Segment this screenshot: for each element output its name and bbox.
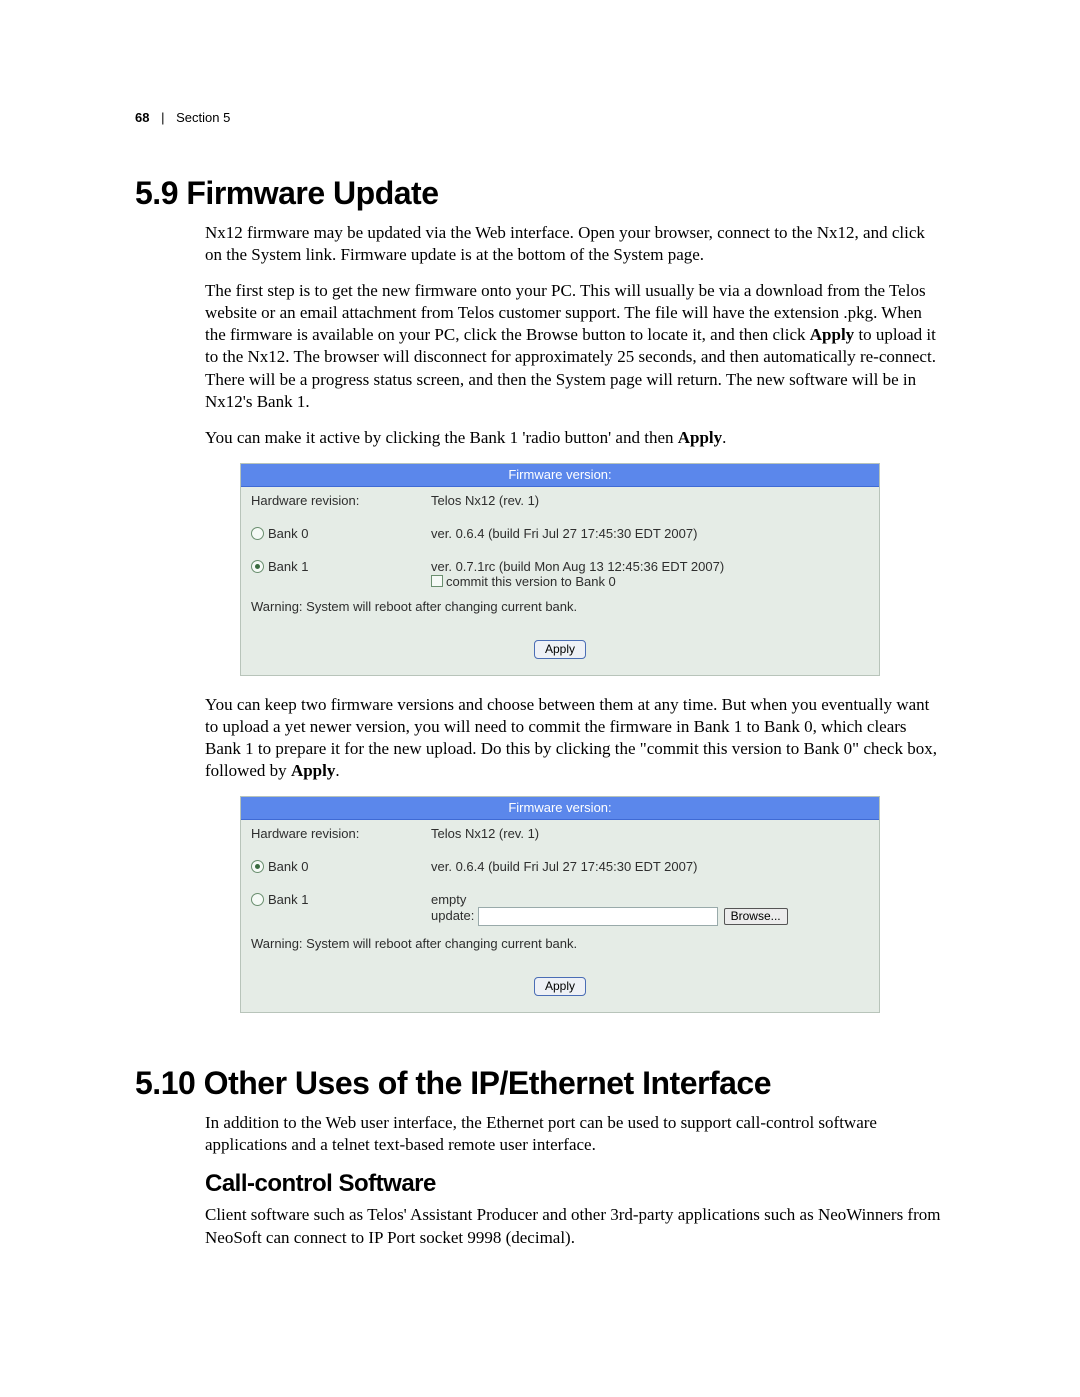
- hw-label-2: Hardware revision:: [251, 826, 431, 841]
- para-5-9-4c: .: [335, 761, 339, 780]
- bank1-radio-2[interactable]: [251, 893, 264, 906]
- bank1-label-2: Bank 1: [268, 892, 308, 907]
- heading-5-10: 5.10 Other Uses of the IP/Ethernet Inter…: [135, 1065, 945, 1102]
- update-row-2: update: Browse...: [431, 907, 869, 926]
- bank1-row-1: Bank 1 ver. 0.7.1rc (build Mon Aug 13 12…: [241, 553, 879, 595]
- bank1-row-2: Bank 1 empty update: Browse...: [241, 886, 879, 932]
- bank0-row-1: Bank 0 ver. 0.6.4 (build Fri Jul 27 17:4…: [241, 514, 879, 553]
- bank1-label-1: Bank 1: [268, 559, 308, 574]
- subheading-call-control: Call-control Software: [205, 1170, 945, 1198]
- apply-button-2[interactable]: Apply: [534, 977, 586, 996]
- para-5-9-2: The first step is to get the new firmwar…: [205, 280, 945, 413]
- firmware-title-1: Firmware version:: [241, 464, 879, 487]
- para-5-9-3a: You can make it active by clicking the B…: [205, 428, 678, 447]
- warning-1: Warning: System will reboot after changi…: [241, 595, 879, 624]
- hw-row-1: Hardware revision: Telos Nx12 (rev. 1): [241, 487, 879, 514]
- file-path-input[interactable]: [478, 907, 718, 926]
- heading-5-9: 5.9 Firmware Update: [135, 175, 945, 212]
- page-header: 68 | Section 5: [135, 110, 945, 125]
- hw-row-2: Hardware revision: Telos Nx12 (rev. 1): [241, 820, 879, 847]
- bank0-radio-2[interactable]: [251, 860, 264, 873]
- apply-bold-2: Apply: [678, 428, 722, 447]
- hw-value-2: Telos Nx12 (rev. 1): [431, 826, 869, 841]
- browse-button[interactable]: Browse...: [724, 908, 788, 925]
- hw-value-1: Telos Nx12 (rev. 1): [431, 493, 869, 508]
- apply-bold-3: Apply: [291, 761, 335, 780]
- bank0-radio-1[interactable]: [251, 527, 264, 540]
- section-label: Section 5: [176, 110, 230, 125]
- bank1-radio-1[interactable]: [251, 560, 264, 573]
- para-5-9-4: You can keep two firmware versions and c…: [205, 694, 945, 782]
- commit-checkbox-1[interactable]: [431, 575, 443, 587]
- header-divider: |: [161, 110, 164, 125]
- firmware-title-2: Firmware version:: [241, 797, 879, 820]
- apply-bold-1: Apply: [810, 325, 854, 344]
- bank0-label-1: Bank 0: [268, 526, 308, 541]
- apply-row-1: Apply: [241, 624, 879, 675]
- firmware-panel-2: Firmware version: Hardware revision: Tel…: [240, 796, 880, 1013]
- para-5-9-1: Nx12 firmware may be updated via the Web…: [205, 222, 945, 266]
- para-5-10-2: Client software such as Telos' Assistant…: [205, 1204, 945, 1248]
- bank0-value-1: ver. 0.6.4 (build Fri Jul 27 17:45:30 ED…: [431, 526, 869, 541]
- apply-button-1[interactable]: Apply: [534, 640, 586, 659]
- bank1-empty-2: empty: [431, 892, 869, 907]
- commit-row-1: commit this version to Bank 0: [431, 574, 869, 589]
- bank0-value-2: ver. 0.6.4 (build Fri Jul 27 17:45:30 ED…: [431, 859, 869, 874]
- bank0-row-2: Bank 0 ver. 0.6.4 (build Fri Jul 27 17:4…: [241, 847, 879, 886]
- bank0-label-2: Bank 0: [268, 859, 308, 874]
- bank1-value-1: ver. 0.7.1rc (build Mon Aug 13 12:45:36 …: [431, 559, 869, 574]
- page-number: 68: [135, 110, 149, 125]
- para-5-9-3: You can make it active by clicking the B…: [205, 427, 945, 449]
- para-5-9-3c: .: [722, 428, 726, 447]
- apply-row-2: Apply: [241, 961, 879, 1012]
- update-label-2: update:: [431, 908, 474, 923]
- warning-2: Warning: System will reboot after changi…: [241, 932, 879, 961]
- firmware-panel-1: Firmware version: Hardware revision: Tel…: [240, 463, 880, 676]
- hw-label-1: Hardware revision:: [251, 493, 431, 508]
- commit-label-1: commit this version to Bank 0: [446, 574, 616, 589]
- para-5-10-1: In addition to the Web user interface, t…: [205, 1112, 945, 1156]
